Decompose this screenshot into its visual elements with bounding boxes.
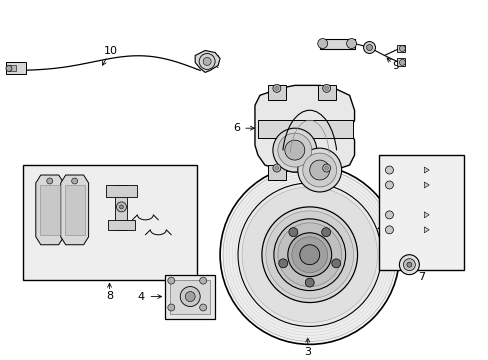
Circle shape [399, 59, 405, 66]
Circle shape [285, 140, 304, 160]
Polygon shape [424, 167, 428, 173]
Circle shape [363, 41, 375, 54]
Polygon shape [424, 212, 428, 218]
Polygon shape [36, 175, 63, 245]
Circle shape [309, 160, 329, 180]
Bar [319, 39, 354, 49]
Bar [40, 185, 60, 235]
Bar [64, 185, 84, 235]
Circle shape [297, 148, 341, 192]
Bar [107, 220, 135, 230]
Bar [9, 66, 16, 71]
Circle shape [321, 228, 330, 237]
Circle shape [385, 226, 393, 234]
Polygon shape [424, 182, 428, 188]
Circle shape [238, 183, 381, 327]
Circle shape [180, 287, 200, 306]
Bar [165, 275, 215, 319]
Bar [170, 280, 210, 315]
Circle shape [242, 187, 377, 323]
Bar [397, 45, 405, 53]
Circle shape [272, 84, 280, 92]
Circle shape [305, 278, 314, 287]
Circle shape [47, 178, 53, 184]
Circle shape [399, 255, 419, 275]
Polygon shape [195, 50, 220, 72]
Circle shape [272, 164, 280, 172]
Circle shape [406, 262, 411, 267]
Circle shape [116, 202, 126, 212]
Bar [105, 185, 137, 197]
Circle shape [262, 207, 357, 302]
Circle shape [274, 86, 278, 90]
Circle shape [277, 133, 311, 167]
Circle shape [278, 259, 287, 268]
Circle shape [385, 166, 393, 174]
Text: 2: 2 [272, 291, 279, 301]
Circle shape [324, 86, 328, 90]
Circle shape [185, 292, 195, 302]
Circle shape [167, 277, 174, 284]
Circle shape [322, 84, 330, 92]
Circle shape [331, 259, 340, 268]
Text: 5: 5 [439, 260, 447, 270]
Circle shape [399, 45, 405, 51]
Bar [115, 185, 127, 230]
Circle shape [324, 166, 328, 170]
Polygon shape [424, 227, 428, 233]
Bar [267, 165, 285, 180]
Text: 6: 6 [233, 123, 240, 133]
Bar [317, 165, 335, 180]
Circle shape [291, 237, 327, 273]
Text: 1: 1 [394, 219, 401, 229]
Text: 8: 8 [106, 291, 113, 301]
Circle shape [385, 211, 393, 219]
Text: 7: 7 [417, 272, 424, 282]
Bar [258, 120, 352, 138]
Bar [397, 58, 405, 67]
Bar [6, 62, 26, 75]
Circle shape [403, 259, 414, 271]
Circle shape [273, 219, 345, 291]
Text: 3: 3 [304, 347, 311, 357]
Bar [317, 85, 335, 100]
Polygon shape [254, 85, 354, 172]
Circle shape [199, 304, 206, 311]
Circle shape [274, 166, 278, 170]
Circle shape [167, 304, 174, 311]
Circle shape [272, 128, 316, 172]
Circle shape [223, 168, 396, 341]
Circle shape [6, 66, 12, 71]
Circle shape [322, 164, 330, 172]
Polygon shape [61, 175, 88, 245]
Circle shape [277, 223, 341, 287]
Circle shape [203, 58, 211, 66]
Circle shape [366, 45, 372, 50]
Circle shape [119, 205, 123, 209]
Circle shape [346, 39, 356, 49]
Bar [379, 155, 463, 270]
Bar [23, 165, 197, 280]
Circle shape [199, 54, 215, 69]
Circle shape [317, 39, 327, 49]
Text: 10: 10 [103, 46, 117, 57]
Circle shape [199, 277, 206, 284]
Circle shape [287, 233, 331, 276]
Bar [267, 85, 285, 100]
Circle shape [385, 181, 393, 189]
Circle shape [302, 153, 336, 187]
Circle shape [220, 165, 399, 345]
Text: 9: 9 [391, 62, 398, 71]
Circle shape [265, 211, 353, 298]
Circle shape [72, 178, 78, 184]
Circle shape [299, 245, 319, 265]
Circle shape [288, 228, 297, 237]
Text: 4: 4 [138, 292, 144, 302]
